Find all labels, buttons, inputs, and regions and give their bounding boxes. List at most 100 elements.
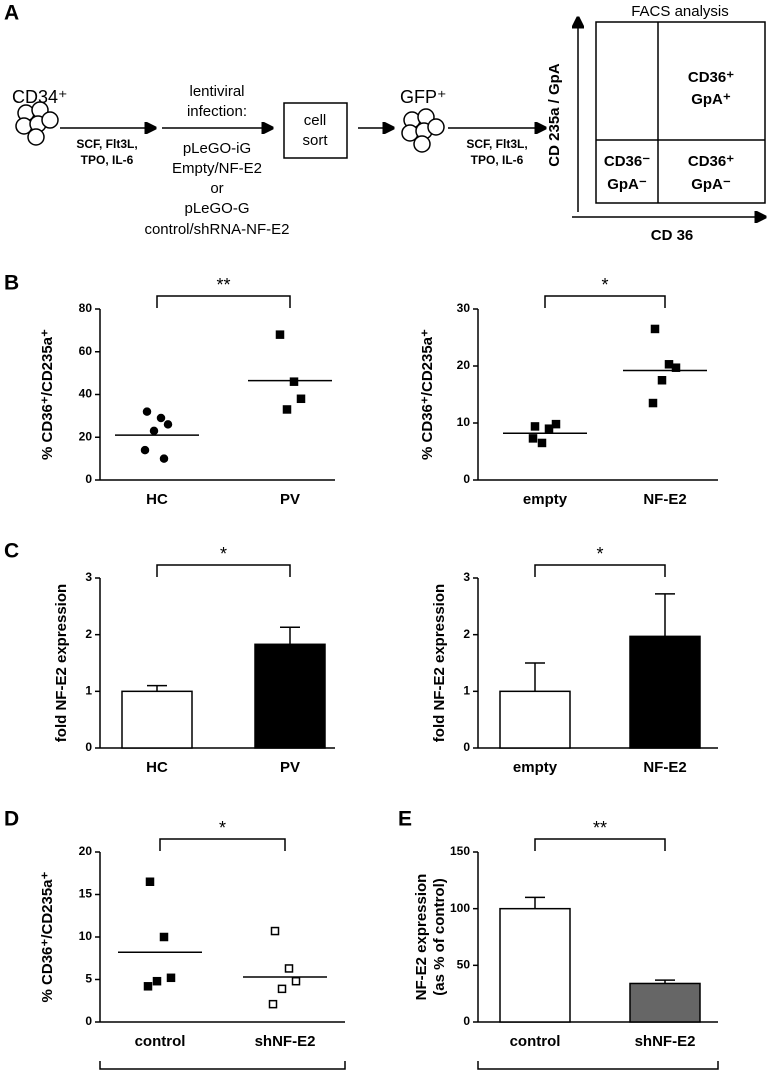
quadrant-label: CD36⁻ bbox=[604, 153, 650, 170]
y-tick-label: 0 bbox=[85, 472, 92, 486]
vector-label: Empty/NF-E2 bbox=[172, 160, 262, 177]
point bbox=[291, 976, 301, 986]
y-tick-label: 2 bbox=[85, 627, 92, 641]
x-tick-label: shNF-E2 bbox=[635, 1033, 696, 1050]
point bbox=[648, 398, 658, 408]
y-tick-label: 5 bbox=[85, 972, 92, 986]
y-tick-label: 10 bbox=[79, 929, 93, 943]
y-tick-label: 100 bbox=[450, 901, 470, 915]
point bbox=[282, 405, 292, 414]
y-tick-label: 0 bbox=[463, 472, 470, 486]
point bbox=[145, 877, 155, 886]
point bbox=[284, 964, 294, 973]
cell-label: GFP⁺ bbox=[400, 87, 447, 107]
x-tick-label: empty bbox=[513, 759, 558, 776]
x-tick-label: HC bbox=[146, 759, 168, 776]
y-axis-label: % CD36⁺/CD235a⁺ bbox=[419, 329, 436, 460]
point bbox=[544, 424, 554, 433]
y-tick-label: 2 bbox=[463, 627, 470, 641]
point bbox=[159, 454, 169, 463]
significance: * bbox=[220, 544, 227, 564]
cell bbox=[41, 111, 59, 129]
bar bbox=[499, 907, 571, 1023]
y-tick-label: 50 bbox=[457, 958, 471, 972]
x-tick-label: PV bbox=[280, 491, 300, 508]
significance: ** bbox=[593, 818, 607, 838]
x-tick-label: shNF-E2 bbox=[255, 1033, 316, 1050]
point bbox=[551, 419, 561, 429]
facs-title: FACS analysis bbox=[631, 3, 729, 20]
panel-label: B bbox=[4, 272, 19, 295]
significance-bracket bbox=[534, 838, 666, 851]
facs-box bbox=[595, 21, 766, 204]
vector-label: pLeGO-iG bbox=[183, 140, 251, 157]
y-tick-label: 0 bbox=[463, 1014, 470, 1028]
step-label: lentiviral bbox=[189, 83, 244, 100]
y-axis-label: fold NF-E2 expression bbox=[53, 584, 70, 742]
y-tick-label: 80 bbox=[79, 301, 93, 315]
y-tick-label: 20 bbox=[79, 844, 93, 858]
bar bbox=[629, 982, 701, 1023]
y-tick-label: 0 bbox=[85, 1014, 92, 1028]
y-axis-label: % CD36⁺/CD235a⁺ bbox=[39, 329, 56, 460]
panel-label: D bbox=[4, 808, 19, 831]
significance: * bbox=[596, 544, 603, 564]
medium: SCF, Flt3L, bbox=[466, 137, 527, 151]
point bbox=[664, 360, 674, 369]
y-tick-label: 150 bbox=[450, 844, 470, 858]
point bbox=[289, 377, 299, 386]
y-axis-label: (as % of control) bbox=[431, 878, 448, 996]
point bbox=[277, 984, 287, 994]
group-label: PV bbox=[212, 1080, 232, 1081]
y-tick-label: 1 bbox=[85, 684, 92, 698]
medium: SCF, Flt3L, bbox=[76, 137, 137, 151]
point bbox=[159, 932, 169, 942]
group-label: PV bbox=[588, 1080, 608, 1081]
point bbox=[149, 426, 159, 436]
group-bracket bbox=[477, 1061, 719, 1070]
box-label: sort bbox=[302, 132, 328, 149]
quadrant-label: GpA⁺ bbox=[691, 91, 731, 108]
cells bbox=[15, 101, 59, 146]
box-label: cell bbox=[304, 112, 327, 129]
significance-bracket bbox=[534, 564, 666, 577]
point bbox=[296, 394, 306, 404]
point bbox=[166, 973, 176, 983]
x-tick-label: NF-E2 bbox=[643, 759, 686, 776]
y-tick-label: 20 bbox=[79, 429, 93, 443]
y-tick-label: 20 bbox=[457, 358, 471, 372]
y-axis-label: % CD36⁺/CD235a⁺ bbox=[39, 871, 56, 1002]
x-tick-label: HC bbox=[146, 491, 168, 508]
y-tick-label: 0 bbox=[463, 740, 470, 754]
quadrant-label: GpA⁻ bbox=[607, 176, 647, 193]
vector-label: or bbox=[210, 180, 223, 197]
y-axis-label: fold NF-E2 expression bbox=[431, 584, 448, 742]
y-tick-label: 1 bbox=[463, 684, 470, 698]
y-tick-label: 60 bbox=[79, 344, 93, 358]
x-tick-label: PV bbox=[280, 759, 300, 776]
x-tick-label: NF-E2 bbox=[643, 491, 686, 508]
x-tick-label: control bbox=[135, 1033, 186, 1050]
point bbox=[650, 324, 660, 334]
bar bbox=[254, 643, 326, 749]
y-tick-label: 15 bbox=[79, 887, 93, 901]
panel-label: C bbox=[4, 540, 19, 563]
facs-y-label: CD 235a / GpA bbox=[546, 63, 563, 167]
point bbox=[140, 445, 150, 455]
significance-bracket bbox=[156, 295, 291, 308]
x-tick-label: empty bbox=[523, 491, 568, 508]
cell bbox=[413, 135, 431, 153]
point bbox=[528, 434, 538, 443]
cell bbox=[27, 128, 45, 146]
significance-bracket bbox=[544, 295, 666, 308]
point bbox=[143, 982, 153, 991]
cells bbox=[401, 108, 445, 153]
significance: * bbox=[219, 818, 226, 838]
point bbox=[268, 999, 278, 1009]
point bbox=[275, 330, 285, 339]
bar bbox=[629, 635, 701, 749]
significance-bracket bbox=[159, 838, 286, 851]
y-axis-label: NF-E2 expression bbox=[413, 874, 430, 1001]
